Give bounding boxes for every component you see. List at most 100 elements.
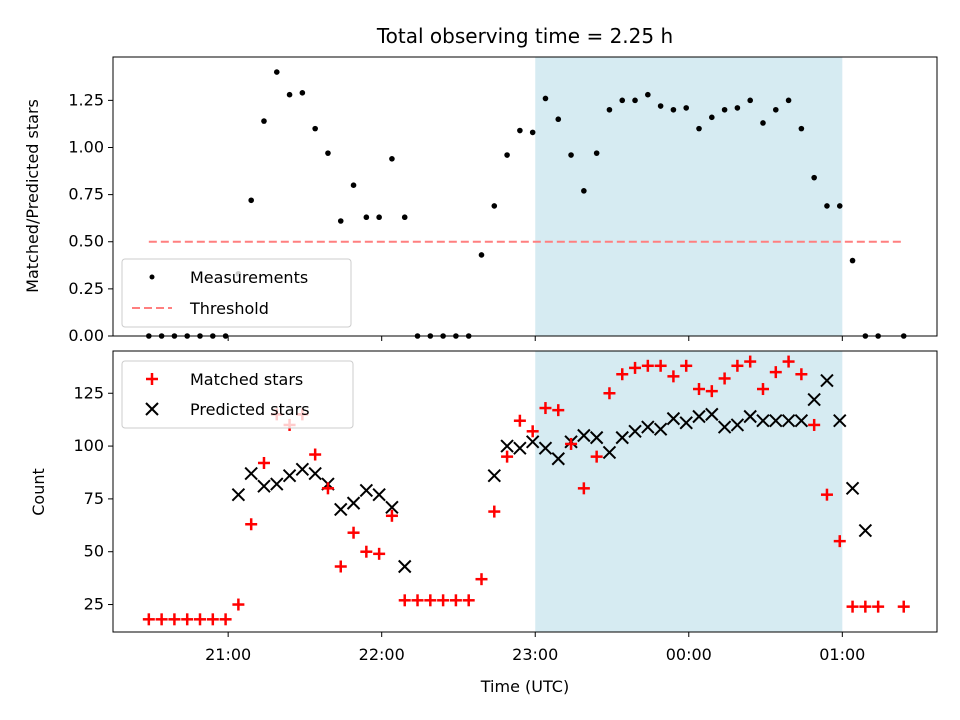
legend-threshold: Threshold	[189, 299, 269, 318]
measurement-point	[478, 252, 485, 258]
top-y-ticks: 0.00 0.25 0.50 0.75 1.00 1.25	[68, 90, 113, 345]
measurement-point	[491, 203, 498, 209]
predicted-star-point	[730, 418, 745, 432]
predicted-star-point	[807, 392, 821, 407]
predicted-star-point	[359, 483, 374, 498]
matched-star-point	[309, 448, 322, 461]
predicted-star-point	[820, 373, 834, 388]
predicted-star-point	[500, 439, 514, 453]
matched-star-point	[731, 359, 744, 372]
matched-star-point	[859, 600, 872, 613]
y-tick-label: 50	[84, 542, 104, 561]
predicted-star-point	[282, 468, 297, 483]
measurement-point	[619, 97, 626, 104]
measurement-point	[286, 91, 293, 98]
predicted-star-point	[577, 428, 591, 443]
bottom-shaded-span	[535, 351, 843, 632]
bottom-x-ticks: 21:00 22:00 23:00 00:00 01:00	[205, 632, 865, 664]
matched-star-point	[449, 594, 462, 607]
y-tick-label: 1.00	[68, 137, 104, 156]
predicted-star-point	[717, 420, 732, 434]
predicted-star-point	[346, 496, 361, 510]
chart-title: Total observing time = 2.25 h	[376, 24, 673, 48]
bottom-y-ticks: 25 50 75 100 125	[73, 383, 113, 614]
measurement-point	[389, 155, 395, 162]
measurement-point	[542, 95, 549, 102]
predicted-star-point	[308, 466, 322, 481]
predicted-star-point	[705, 407, 719, 422]
predicted-star-point	[487, 468, 501, 483]
top-legend: Measurements Threshold	[121, 258, 352, 328]
predicted-star-point	[679, 416, 693, 430]
matched-star-point	[398, 594, 411, 607]
matched-star-point	[219, 613, 232, 626]
matched-star-point	[385, 509, 398, 522]
matched-star-point	[795, 368, 808, 381]
y-tick-label: 25	[84, 595, 104, 614]
measurement-point	[645, 91, 651, 98]
matched-star-point	[782, 355, 795, 368]
measurement-point	[683, 105, 690, 111]
x-tick-label: 21:00	[205, 645, 251, 664]
top-plot-frame	[112, 56, 938, 337]
measurement-point	[632, 97, 638, 104]
matched-star-point	[833, 535, 846, 548]
matched-star-point	[347, 526, 360, 539]
y-tick-label: 1.25	[68, 90, 104, 109]
matched-star-point	[718, 372, 731, 385]
measurement-point	[401, 214, 408, 221]
predicted-star-point	[653, 422, 668, 436]
predicted-star-point	[231, 487, 246, 502]
matched-star-point	[577, 482, 590, 495]
matched-star-point	[321, 482, 334, 495]
predicted-star-point	[641, 420, 655, 434]
matched-star-point	[846, 600, 859, 613]
predicted-star-point	[794, 414, 809, 428]
matched-star-point	[808, 418, 821, 431]
measurement-point	[849, 257, 856, 264]
predicted-star-point	[756, 414, 770, 428]
predicted-star-point	[385, 500, 399, 515]
bottom-legend-box	[121, 360, 354, 429]
measurement-point	[824, 203, 830, 209]
measurement-point	[798, 125, 805, 132]
matched-star-point	[155, 613, 168, 626]
measurement-point	[734, 105, 741, 111]
matched-star-point	[168, 613, 181, 626]
y-tick-label: 100	[73, 436, 104, 455]
predicted-star-point	[372, 487, 386, 502]
measurement-point	[785, 97, 792, 104]
predicted-star-point	[602, 445, 617, 460]
y-tick-label: 75	[84, 489, 104, 508]
predicted-star-point	[615, 430, 629, 445]
legend-predicted-marker	[145, 402, 159, 416]
predicted-star-point	[244, 466, 258, 481]
y-tick-label: 0.50	[68, 232, 104, 251]
measurement-point	[772, 106, 779, 113]
matched-star-point	[424, 594, 437, 607]
x-axis-label: Time (UTC)	[480, 677, 569, 696]
legend-predicted-stars: Predicted stars	[190, 400, 310, 419]
measurement-point	[337, 218, 344, 224]
legend-measurement-marker	[149, 274, 155, 280]
matched-star-point	[654, 359, 667, 372]
matched-star-point	[526, 425, 539, 438]
matched-star-point	[744, 355, 757, 368]
matched-star-point	[373, 547, 386, 560]
matched-star-point	[590, 450, 603, 463]
matched-star-point	[206, 613, 219, 626]
matched-star-point	[705, 385, 718, 398]
matched-star-point	[475, 573, 488, 586]
matched-star-point	[872, 600, 885, 613]
measurement-point	[593, 150, 600, 156]
matched-star-point	[501, 450, 514, 463]
predicted-star-point	[692, 409, 706, 424]
predicted-star-point	[334, 502, 348, 517]
top-shaded-span	[535, 57, 843, 336]
y-tick-label: 0.25	[68, 279, 104, 298]
measurement-point	[312, 125, 318, 132]
measurement-point	[747, 97, 753, 104]
bottom-plot-frame	[112, 350, 938, 633]
y-tick-label: 0.75	[68, 185, 104, 204]
measurement-point	[504, 152, 510, 158]
